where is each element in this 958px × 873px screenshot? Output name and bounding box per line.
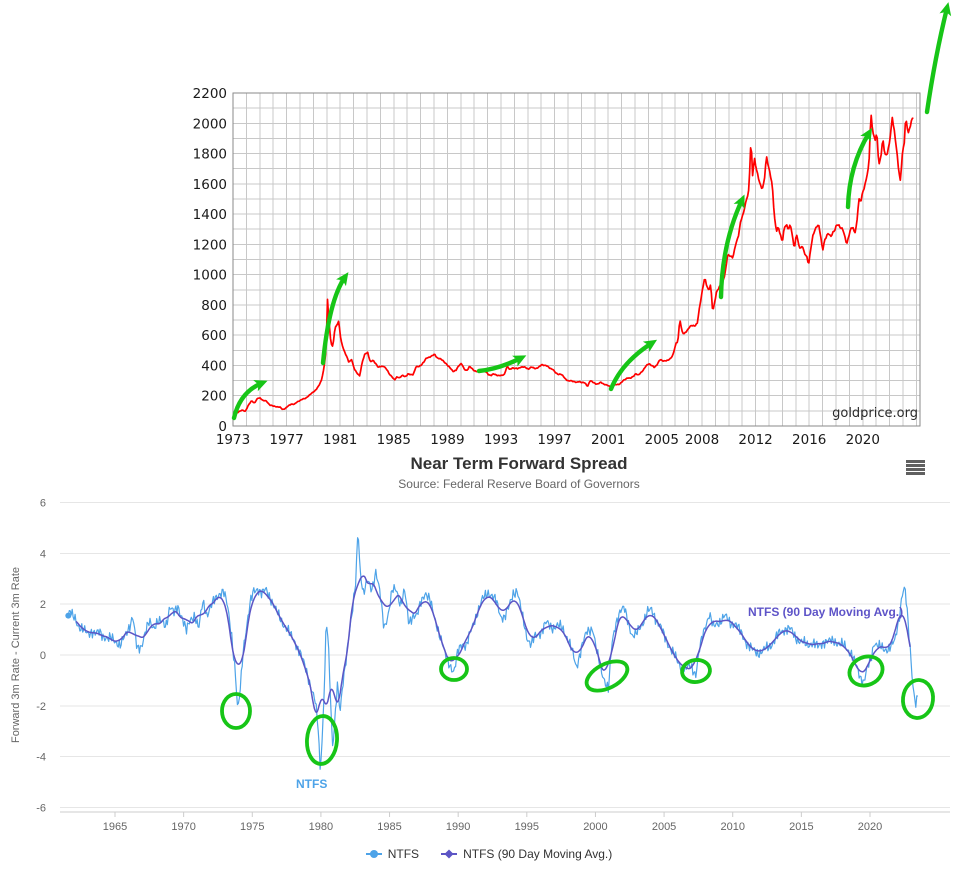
gold-grid — [232, 92, 920, 427]
green-arrow — [924, 5, 950, 115]
y-tick-label: 1000 — [193, 268, 227, 284]
ntfs-series-label: NTFS — [296, 777, 328, 791]
green-arrowhead — [939, 2, 952, 17]
legend-label: NTFS (90 Day Moving Avg.) — [463, 847, 613, 861]
green-circle — [439, 656, 469, 682]
ntfs-line — [67, 537, 919, 770]
x-tick-label: 2005 — [645, 432, 679, 448]
x-tick-label: 1981 — [323, 432, 357, 448]
y-tick-label: 6 — [40, 497, 46, 509]
y-tick-label: 2 — [40, 599, 46, 611]
green-arrowhead — [336, 272, 349, 287]
green-arrow — [845, 130, 872, 210]
hamburger-bar — [906, 468, 925, 471]
y-tick-label: 800 — [201, 298, 227, 314]
y-tick-label: -6 — [36, 803, 46, 815]
x-tick-label: 2016 — [792, 432, 826, 448]
y-tick-label: -2 — [36, 701, 46, 713]
hamburger-menu-icon[interactable] — [906, 460, 925, 478]
green-circle — [847, 654, 885, 688]
legend: NTFS NTFS (90 Day Moving Avg.) — [20, 847, 958, 861]
x-tick-label: 1977 — [269, 432, 303, 448]
y-tick-label: 400 — [201, 358, 227, 374]
ntfs-legend-marker-icon — [365, 849, 382, 859]
spread-y-axis-title: Forward 3m Rate - Current 3m Rate — [10, 566, 22, 744]
x-tick-label: 1990 — [446, 821, 470, 833]
goldprice-watermark: goldprice.org — [832, 406, 918, 421]
gold-y-axis-labels: 0 200 400 600 800 1000 1200 1400 1600 1800 2000 220… — [193, 86, 227, 435]
ma-legend-marker-icon — [441, 849, 458, 859]
green-circle — [901, 678, 935, 720]
green-arrow — [320, 274, 348, 366]
x-tick-label: 1997 — [537, 432, 571, 448]
legend-label: NTFS — [387, 847, 420, 861]
x-tick-label: 2020 — [858, 821, 882, 833]
hamburger-bar — [906, 472, 925, 475]
spread-chart-subtitle: Source: Federal Reserve Board of Governo… — [398, 477, 640, 491]
y-tick-label: 2200 — [193, 86, 227, 102]
green-arrowhead — [253, 380, 268, 392]
green-circle — [584, 659, 630, 693]
x-tick-label: 1985 — [377, 821, 401, 833]
x-tick-label: 2008 — [685, 432, 719, 448]
gold-price-chart: 0 200 400 600 800 1000 1200 1400 1600 1800 2000 220… — [193, 2, 952, 448]
y-tick-label: 0 — [218, 419, 227, 435]
gold-price-line — [233, 114, 914, 417]
x-tick-label: 2012 — [738, 432, 772, 448]
x-tick-label: 1989 — [430, 432, 464, 448]
y-tick-label: 4 — [40, 548, 46, 560]
green-arrow — [718, 197, 745, 300]
y-tick-label: 600 — [201, 328, 227, 344]
legend-item-ma[interactable]: NTFS (90 Day Moving Avg.) — [441, 847, 612, 861]
green-arrowhead — [512, 355, 527, 367]
y-tick-label: -4 — [36, 752, 46, 764]
x-tick-label: 2010 — [720, 821, 744, 833]
annotation-arrows — [231, 2, 952, 421]
green-circle — [680, 658, 712, 684]
green-circle — [305, 714, 339, 766]
green-arrowhead — [642, 339, 658, 352]
y-tick-label: 1600 — [193, 177, 227, 193]
annotation-circles — [220, 654, 935, 766]
x-tick-label: 2001 — [591, 432, 625, 448]
ntfs-ma-line — [75, 575, 911, 714]
x-tick-label: 1975 — [240, 821, 264, 833]
spread-chart-title: Near Term Forward Spread — [410, 454, 628, 473]
forward-spread-chart: 1965 1970 1975 1980 1985 1990 1995 2000 2005 2010… — [36, 497, 950, 833]
x-tick-label: 1980 — [309, 821, 333, 833]
x-tick-label: 2015 — [789, 821, 813, 833]
y-tick-label: 1400 — [193, 207, 227, 223]
green-arrowhead — [733, 194, 745, 209]
green-arrow — [476, 355, 524, 374]
y-tick-label: 200 — [201, 389, 227, 405]
x-tick-label: 1970 — [171, 821, 195, 833]
green-arrow — [608, 340, 655, 392]
x-tick-label: 1973 — [216, 432, 250, 448]
x-tick-label: 2000 — [583, 821, 607, 833]
x-tick-label: 2020 — [846, 432, 880, 448]
series-start-marker — [65, 612, 72, 619]
y-tick-label: 2000 — [193, 116, 227, 132]
spread-grid — [60, 501, 950, 809]
legend-item-ntfs[interactable]: NTFS — [365, 847, 420, 861]
y-tick-label: 1800 — [193, 147, 227, 163]
x-tick-label: 2005 — [652, 821, 676, 833]
green-circle — [220, 692, 252, 730]
x-tick-label: 1995 — [515, 821, 539, 833]
green-arrowhead — [860, 127, 873, 143]
x-tick-label: 1993 — [484, 432, 518, 448]
ma-series-label: NTFS (90 Day Moving Avg.) — [748, 605, 904, 619]
gold-plot-border — [232, 92, 921, 427]
hamburger-bar — [906, 464, 925, 467]
x-tick-label: 1965 — [103, 821, 127, 833]
x-tick-label: 1985 — [377, 432, 411, 448]
hamburger-bar — [906, 460, 925, 463]
gold-x-axis-labels: 1973 1977 1981 1985 1989 1993 1997 2001 2005 2008… — [216, 432, 880, 448]
y-tick-label: 1200 — [193, 237, 227, 253]
y-tick-label: 0 — [40, 650, 46, 662]
